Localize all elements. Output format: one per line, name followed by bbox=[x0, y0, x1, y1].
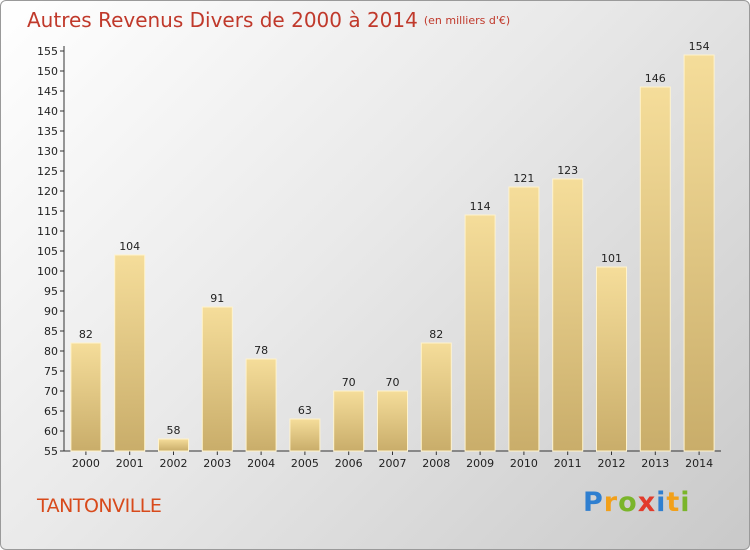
y-tick-label: 155 bbox=[37, 45, 58, 58]
y-tick-label: 80 bbox=[44, 345, 58, 358]
y-tick-label: 135 bbox=[37, 125, 58, 138]
y-tick-label: 65 bbox=[44, 405, 58, 418]
bar bbox=[420, 342, 452, 452]
bars: 82 104 58 91 78 63 70 70 82 114 121 123 101 146 154 bbox=[70, 40, 715, 452]
x-tick-label: 2004 bbox=[247, 457, 275, 470]
bar-value-label: 58 bbox=[167, 424, 181, 437]
y-tick-label: 55 bbox=[44, 445, 58, 458]
x-tick-label: 2010 bbox=[510, 457, 538, 470]
bar bbox=[508, 186, 540, 452]
y-tick-label: 150 bbox=[37, 65, 58, 78]
logo-letter: i bbox=[680, 487, 691, 518]
x-tick-label: 2007 bbox=[379, 457, 407, 470]
x-tick-label: 2011 bbox=[554, 457, 582, 470]
bar bbox=[333, 390, 365, 452]
y-tick-label: 105 bbox=[37, 245, 58, 258]
bar bbox=[683, 54, 715, 452]
bar bbox=[596, 266, 627, 452]
logo-letter: i bbox=[656, 487, 667, 518]
y-tick-label: 110 bbox=[37, 225, 58, 238]
bar-value-label: 70 bbox=[342, 376, 356, 389]
y-tick-label: 85 bbox=[44, 325, 58, 338]
y-tick-label: 75 bbox=[44, 365, 58, 378]
bar-value-label: 104 bbox=[119, 240, 140, 253]
bar bbox=[201, 306, 233, 452]
x-tick-label: 2000 bbox=[72, 457, 100, 470]
bar-value-label: 146 bbox=[645, 72, 666, 85]
proxiti-logo: Proxiti bbox=[583, 487, 691, 518]
bar bbox=[70, 342, 102, 452]
x-axis: 2000 2001 2002 2003 2004 2005 2006 2007 2008 2009… bbox=[64, 450, 721, 470]
logo-letter: r bbox=[603, 487, 619, 518]
y-tick-label: 90 bbox=[44, 305, 58, 318]
bar bbox=[639, 86, 671, 452]
y-tick-label: 130 bbox=[37, 145, 58, 158]
y-axis: 55 60 65 70 75 80 85 90 95 100 105 110 115 120 125 130 1… bbox=[37, 45, 65, 458]
bar-value-label: 121 bbox=[513, 172, 534, 185]
chart-title: Autres Revenus Divers de 2000 à 2014 (en … bbox=[27, 8, 510, 32]
bar-value-label: 82 bbox=[79, 328, 93, 341]
bar bbox=[114, 254, 146, 452]
bar bbox=[158, 438, 189, 452]
y-tick-label: 140 bbox=[37, 105, 58, 118]
x-tick-label: 2001 bbox=[116, 457, 144, 470]
x-tick-label: 2008 bbox=[422, 457, 450, 470]
x-tick-label: 2012 bbox=[598, 457, 626, 470]
y-tick-label: 145 bbox=[37, 85, 58, 98]
y-tick-label: 120 bbox=[37, 185, 58, 198]
bar-value-label: 78 bbox=[254, 344, 268, 357]
chart-unit-note: (en milliers d'€) bbox=[423, 14, 511, 27]
x-tick-label: 2013 bbox=[641, 457, 669, 470]
logo-letter: o bbox=[618, 487, 638, 518]
chart-title-text: Autres Revenus Divers de 2000 à 2014 bbox=[27, 8, 418, 32]
bar-value-label: 114 bbox=[470, 200, 491, 213]
y-tick-label: 95 bbox=[44, 285, 58, 298]
bar bbox=[552, 178, 584, 452]
bar-value-label: 63 bbox=[298, 404, 312, 417]
y-tick-label: 70 bbox=[44, 385, 58, 398]
y-tick-label: 60 bbox=[44, 425, 58, 438]
bar-value-label: 101 bbox=[601, 252, 622, 265]
y-tick-label: 125 bbox=[37, 165, 58, 178]
x-tick-label: 2009 bbox=[466, 457, 494, 470]
bar-value-label: 123 bbox=[557, 164, 578, 177]
logo-letter: P bbox=[583, 487, 604, 518]
bar-value-label: 91 bbox=[210, 292, 224, 305]
bar-value-label: 82 bbox=[429, 328, 443, 341]
y-tick-label: 115 bbox=[37, 205, 58, 218]
x-tick-label: 2002 bbox=[160, 457, 188, 470]
bar bbox=[245, 358, 277, 452]
x-tick-label: 2005 bbox=[291, 457, 319, 470]
x-tick-label: 2014 bbox=[685, 457, 713, 470]
logo-letter: x bbox=[637, 487, 657, 518]
bar-value-label: 154 bbox=[689, 40, 710, 53]
bar-value-label: 70 bbox=[386, 376, 400, 389]
y-tick-label: 100 bbox=[37, 265, 58, 278]
logo-letter: t bbox=[666, 487, 681, 518]
bar bbox=[377, 390, 408, 452]
bar bbox=[464, 214, 496, 452]
city-name: TANTONVILLE bbox=[37, 495, 162, 517]
x-tick-label: 2003 bbox=[203, 457, 231, 470]
bar bbox=[289, 418, 321, 452]
x-tick-label: 2006 bbox=[335, 457, 363, 470]
